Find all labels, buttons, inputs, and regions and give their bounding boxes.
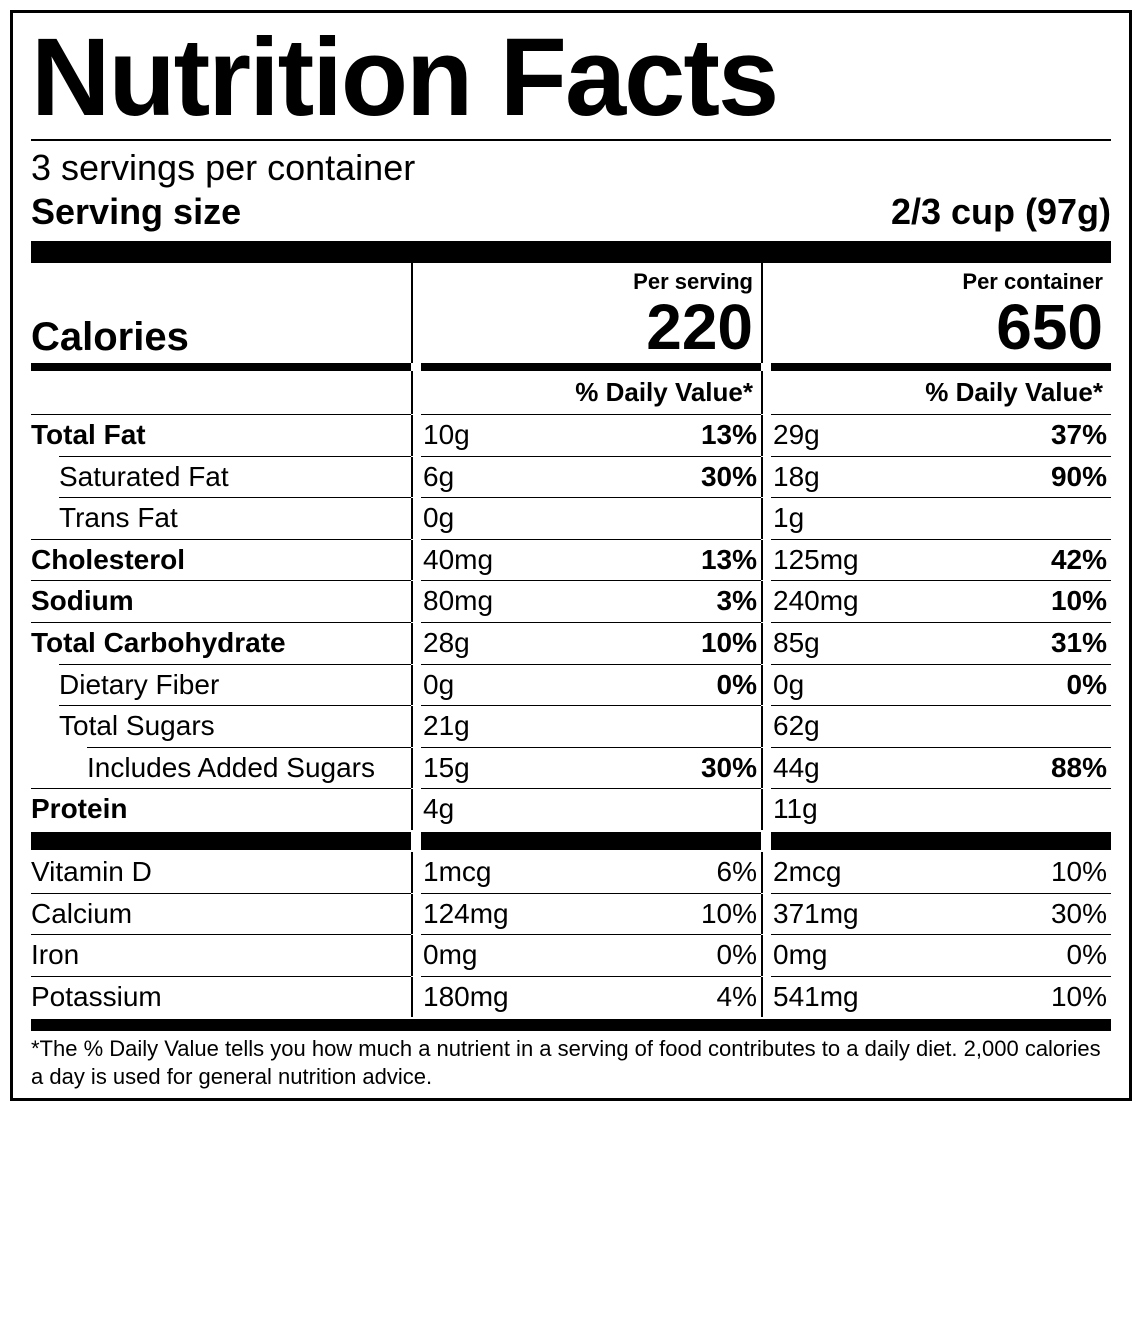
nutrient-row: Total Sugars 21g 62g xyxy=(31,706,1111,747)
nutrient-name: Protein xyxy=(31,789,411,830)
nutrient-dv: 4% xyxy=(717,977,761,1018)
nutrient-dv: 10% xyxy=(701,894,761,935)
nutrient-dv: 3% xyxy=(717,581,761,622)
nutrient-dv: 0% xyxy=(1067,665,1111,706)
nutrient-amount: 21g xyxy=(423,706,478,747)
nutrients-table: Total Fat10g13%29g37%Saturated Fat6g30%1… xyxy=(31,414,1111,830)
nutrient-dv: 37% xyxy=(1051,415,1111,456)
serving-size-row: Serving size 2/3 cup (97g) xyxy=(31,191,1111,233)
nutrient-amount: 4g xyxy=(423,789,462,830)
servings-per-container: 3 servings per container xyxy=(31,147,1111,189)
nutrient-dv: 10% xyxy=(701,623,761,664)
nutrient-dv xyxy=(1107,498,1111,539)
nutrient-name: Sodium xyxy=(31,581,411,622)
nutrient-dv: 30% xyxy=(701,457,761,498)
nutrient-amount: 0g xyxy=(423,665,462,706)
nutrient-dv: 31% xyxy=(1051,623,1111,664)
serving-size-label: Serving size xyxy=(31,191,241,233)
nutrient-name: Dietary Fiber xyxy=(31,665,411,706)
nutrient-amount: 2mcg xyxy=(773,852,849,893)
nutrient-dv: 30% xyxy=(701,748,761,789)
nutrient-amount: 0g xyxy=(773,665,812,706)
nutrient-amount: 85g xyxy=(773,623,828,664)
nutrient-row: Saturated Fat 6g 30% 18g 90% xyxy=(31,457,1111,498)
nutrient-row: Protein 4g 11g xyxy=(31,789,1111,830)
nutrient-row: Total Fat 10g 13% 29g 37% xyxy=(31,415,1111,456)
nutrient-amount: 40mg xyxy=(423,540,501,581)
nutrient-amount: 125mg xyxy=(773,540,867,581)
nutrient-amount: 1mcg xyxy=(423,852,499,893)
nutrient-dv xyxy=(1107,706,1111,747)
nutrient-name: Vitamin D xyxy=(31,852,411,893)
nutrient-row: Sodium 80mg 3% 240mg 10% xyxy=(31,581,1111,622)
nutrient-dv: 30% xyxy=(1051,894,1111,935)
calories-label: Calories xyxy=(31,263,411,360)
nutrient-amount: 1g xyxy=(773,498,812,539)
nutrient-amount: 15g xyxy=(423,748,478,789)
nutrient-amount: 180mg xyxy=(423,977,517,1018)
nutrient-amount: 240mg xyxy=(773,581,867,622)
nutrient-name: Trans Fat xyxy=(31,498,411,539)
footnote: *The % Daily Value tells you how much a … xyxy=(31,1031,1111,1092)
nutrient-name: Includes Added Sugars xyxy=(31,748,411,789)
dv-header-serving: % Daily Value* xyxy=(423,371,757,414)
nutrient-amount: 62g xyxy=(773,706,828,747)
nutrient-name: Potassium xyxy=(31,977,411,1018)
nutrient-amount: 6g xyxy=(423,457,462,498)
nutrient-name: Calcium xyxy=(31,894,411,935)
nutrient-name: Cholesterol xyxy=(31,540,411,581)
nutrient-dv: 6% xyxy=(717,852,761,893)
nutrient-amount: 541mg xyxy=(773,977,867,1018)
nutrient-dv: 0% xyxy=(717,665,761,706)
nutrient-row: Includes Added Sugars 15g 30% 44g 88% xyxy=(31,748,1111,789)
nutrient-dv: 10% xyxy=(1051,581,1111,622)
nutrient-amount: 11g xyxy=(773,789,826,830)
nutrient-amount: 124mg xyxy=(423,894,517,935)
nutrient-dv: 42% xyxy=(1051,540,1111,581)
nutrient-dv xyxy=(1107,789,1111,830)
nutrient-amount: 80mg xyxy=(423,581,501,622)
vitamins-table: Vitamin D 1mcg 6% 2mcg 10% Calcium 124mg 10% 371… xyxy=(31,852,1111,1017)
nutrient-dv: 13% xyxy=(701,415,761,456)
nutrient-dv: 88% xyxy=(1051,748,1111,789)
nutrient-amount: 0mg xyxy=(423,935,485,976)
title: Nutrition Facts xyxy=(31,23,1111,133)
nutrient-dv: 0% xyxy=(717,935,761,976)
nutrient-name: Total Sugars xyxy=(31,706,411,747)
nutrient-name: Total Fat xyxy=(31,415,411,456)
nutrient-row: Total Carbohydrate 28g 10% 85g 31% xyxy=(31,623,1111,664)
nutrient-amount: 29g xyxy=(773,415,828,456)
dv-header-container: % Daily Value* xyxy=(773,371,1107,414)
calories-block: Calories Per serving 220 Per container 6… xyxy=(31,263,1111,363)
nutrition-facts-label: Nutrition Facts 3 servings per container… xyxy=(10,10,1132,1101)
nutrient-amount: 0mg xyxy=(773,935,835,976)
nutrient-amount: 28g xyxy=(423,623,478,664)
nutrient-amount: 10g xyxy=(423,415,478,456)
serving-size-value: 2/3 cup (97g) xyxy=(891,191,1111,233)
nutrient-dv: 13% xyxy=(701,540,761,581)
nutrient-dv: 0% xyxy=(1067,935,1111,976)
vitamin-row: Potassium 180mg 4% 541mg 10% xyxy=(31,977,1111,1018)
nutrient-row: Trans Fat 0g 1g xyxy=(31,498,1111,539)
nutrient-dv: 90% xyxy=(1051,457,1111,498)
nutrient-amount: 371mg xyxy=(773,894,867,935)
vitamin-row: Calcium 124mg 10% 371mg 30% xyxy=(31,894,1111,935)
vitamin-row: Vitamin D 1mcg 6% 2mcg 10% xyxy=(31,852,1111,893)
nutrient-name: Total Carbohydrate xyxy=(31,623,411,664)
calories-per-container: 650 xyxy=(773,295,1107,363)
nutrient-dv: 10% xyxy=(1051,852,1111,893)
nutrient-name: Iron xyxy=(31,935,411,976)
vitamin-row: Iron 0mg 0% 0mg 0% xyxy=(31,935,1111,976)
nutrient-row: Dietary Fiber 0g 0% 0g 0% xyxy=(31,665,1111,706)
calories-per-serving: 220 xyxy=(423,295,757,363)
nutrient-name: Saturated Fat xyxy=(31,457,411,498)
nutrient-amount: 0g xyxy=(423,498,462,539)
nutrient-row: Cholesterol 40mg 13% 125mg 42% xyxy=(31,540,1111,581)
nutrient-amount: 44g xyxy=(773,748,828,789)
nutrient-dv: 10% xyxy=(1051,977,1111,1018)
nutrient-amount: 18g xyxy=(773,457,828,498)
